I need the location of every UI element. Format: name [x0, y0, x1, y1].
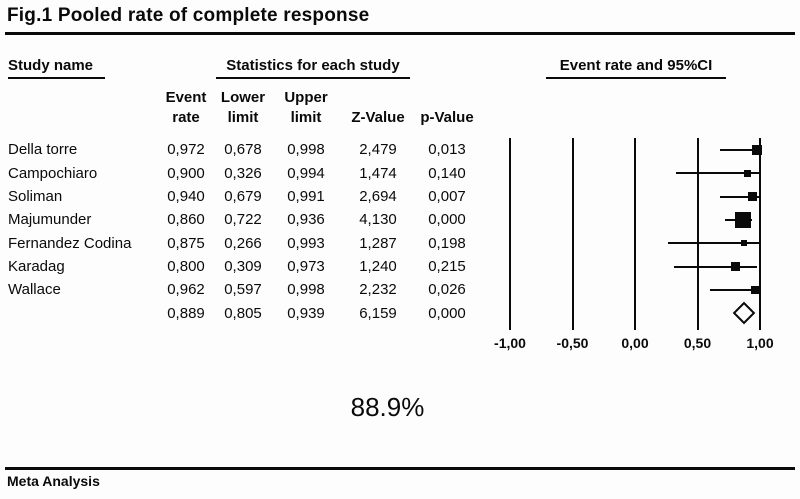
- table-row-karadag: Karadag 0,800 0,309 0,973 1,240 0,215: [8, 255, 483, 278]
- study-name: Della torre: [8, 141, 78, 159]
- lower-limit-value: 0,266: [224, 234, 262, 252]
- z-value: 1,474: [359, 164, 397, 182]
- axis-gridline: [696, 138, 699, 330]
- subheader-z-value: Z-Value: [351, 109, 405, 126]
- stats-column-headers: Event rate Lower limit Upper limit Z-Val…: [8, 86, 483, 128]
- upper-limit-value: 0,991: [287, 188, 325, 206]
- table-row-majumunder: Majumunder 0,860 0,722 0,936 4,130 0,000: [8, 208, 483, 231]
- p-value: 0,198: [428, 234, 466, 252]
- column-group-event-rate-ci: Event rate and 95%CI: [546, 57, 726, 79]
- pooled-diamond: [732, 301, 756, 325]
- upper-limit-value: 0,998: [287, 281, 325, 299]
- upper-limit-value: 0,994: [287, 164, 325, 182]
- axis-gridline: [759, 138, 761, 330]
- event-rate-value: 0,940: [167, 188, 205, 206]
- lower-limit-value: 0,597: [224, 281, 262, 299]
- subheader-lower-limit: Lower limit: [220, 89, 266, 126]
- subheader-event-rate: Event rate: [165, 89, 207, 126]
- axis-tick-label: 0,00: [621, 335, 649, 351]
- event-rate-value: 0,962: [167, 281, 205, 299]
- upper-limit-value: 0,998: [287, 141, 325, 159]
- bottom-divider: [5, 467, 795, 470]
- p-value: 0,007: [428, 188, 466, 206]
- p-value: 0,026: [428, 281, 466, 299]
- table-row-fernandez-codina: Fernandez Codina 0,875 0,266 0,993 1,287 0,19…: [8, 232, 483, 255]
- column-group-statistics: Statistics for each study: [216, 57, 410, 79]
- table-row-wallace: Wallace 0,962 0,597 0,998 2,232 0,026: [8, 278, 483, 301]
- axis-tick-label: -1,00: [494, 335, 526, 351]
- column-group-study-name: Study name: [8, 57, 105, 79]
- z-value: 4,130: [359, 211, 397, 229]
- axis-tick-label: 0,50: [683, 335, 712, 351]
- confidence-interval-line: [709, 288, 760, 291]
- subheader-spacer: [8, 86, 153, 128]
- subheader-upper-limit: Upper limit: [284, 89, 328, 126]
- figure-title: Fig.1 Pooled rate of complete response: [7, 5, 370, 26]
- event-rate-value: 0,900: [167, 164, 205, 182]
- footer-label: Meta Analysis: [7, 473, 100, 489]
- table-row-soliman: Soliman 0,940 0,679 0,991 2,694 0,007: [8, 185, 483, 208]
- event-rate-value: 0,875: [167, 234, 205, 252]
- lower-limit-value: 0,326: [224, 164, 262, 182]
- confidence-interval-line: [668, 242, 760, 245]
- event-rate-marker: [741, 240, 748, 247]
- upper-limit-value: 0,973: [287, 258, 325, 276]
- confidence-interval-line: [673, 265, 757, 268]
- study-name: Fernandez Codina: [8, 234, 132, 252]
- axis-tick-label: -0,50: [556, 335, 589, 351]
- axis-gridline: [571, 138, 574, 330]
- pooled-rate-label: 88.9%: [350, 392, 425, 422]
- table-row-pooled: 0,889 0,805 0,939 6,159 0,000: [8, 302, 483, 325]
- lower-limit-value: 0,722: [224, 211, 262, 229]
- z-value: 6,159: [359, 304, 397, 322]
- confidence-interval-line: [675, 172, 760, 175]
- event-rate-value: 0,972: [167, 141, 205, 159]
- study-name: Soliman: [8, 188, 63, 206]
- event-rate-marker: [751, 145, 762, 155]
- event-rate-marker: [748, 192, 757, 202]
- lower-limit-value: 0,678: [224, 141, 262, 159]
- study-name: Wallace: [8, 281, 61, 299]
- lower-limit-value: 0,679: [224, 188, 262, 206]
- p-value: 0,140: [428, 164, 466, 182]
- z-value: 2,232: [359, 281, 397, 299]
- top-divider: [5, 32, 795, 35]
- study-name: Campochiaro: [8, 164, 98, 182]
- event-rate-marker: [730, 262, 740, 272]
- z-value: 2,694: [359, 188, 397, 206]
- p-value: 0,013: [428, 141, 466, 159]
- axis-tick-label: 1,00: [746, 335, 774, 351]
- subheader-p-value: p-Value: [420, 109, 474, 126]
- event-rate-marker: [744, 169, 751, 177]
- lower-limit-value: 0,805: [224, 304, 262, 322]
- event-rate-value: 0,889: [167, 304, 205, 322]
- p-value: 0,000: [428, 304, 466, 322]
- study-name: Karadag: [8, 258, 65, 276]
- z-value: 2,479: [359, 141, 397, 159]
- lower-limit-value: 0,309: [224, 258, 262, 276]
- axis-gridline: [634, 138, 636, 330]
- confidence-interval-line: [719, 195, 759, 198]
- table-row-campochiaro: Campochiaro 0,900 0,326 0,994 1,474 0,140: [8, 162, 483, 185]
- p-value: 0,000: [428, 211, 466, 229]
- event-rate-marker: [734, 211, 751, 228]
- event-rate-value: 0,860: [167, 211, 205, 229]
- upper-limit-value: 0,993: [287, 234, 325, 252]
- event-rate-marker: [751, 285, 760, 294]
- axis-gridline: [509, 138, 511, 330]
- event-rate-value: 0,800: [167, 258, 205, 276]
- z-value: 1,240: [359, 258, 397, 276]
- p-value: 0,215: [428, 258, 466, 276]
- confidence-interval-line: [719, 149, 760, 151]
- study-name: Majumunder: [8, 211, 92, 229]
- upper-limit-value: 0,939: [287, 304, 325, 322]
- upper-limit-value: 0,936: [287, 211, 325, 229]
- z-value: 1,287: [359, 234, 397, 252]
- table-row-della-torre: Della torre 0,972 0,678 0,998 2,479 0,013: [8, 138, 483, 161]
